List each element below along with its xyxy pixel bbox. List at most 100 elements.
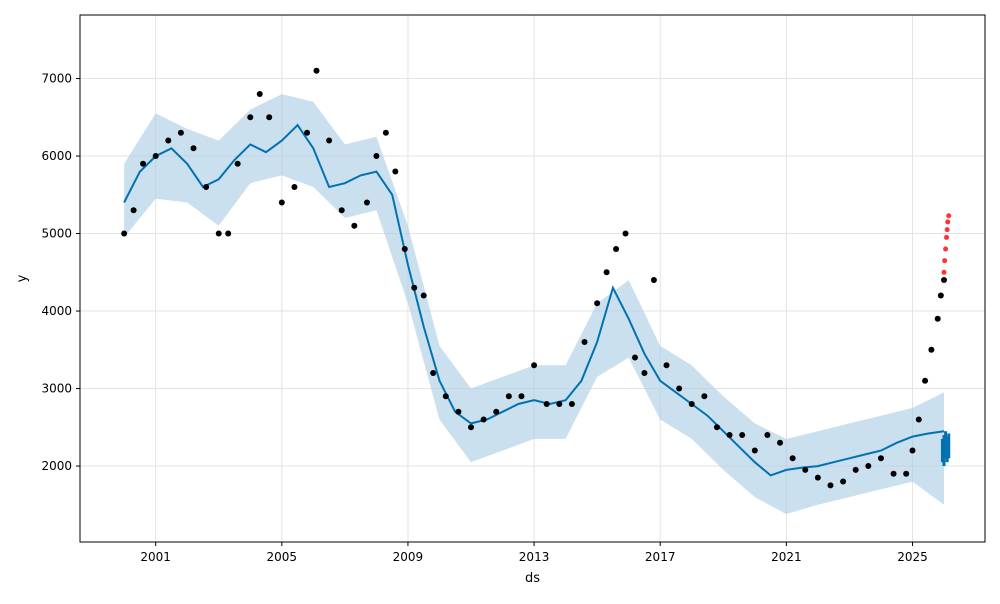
highlighted-point — [942, 258, 948, 264]
y-axis-ticks: 2000 3000 4000 5000 6000 7000 — [41, 72, 80, 473]
observed-point — [650, 277, 657, 284]
observed-point — [663, 362, 670, 369]
observed-point — [256, 91, 263, 98]
observed-point — [505, 393, 512, 400]
observed-point — [937, 292, 944, 299]
x-axis-label: ds — [525, 571, 540, 586]
x-tick-label: 2009 — [393, 550, 424, 564]
observed-point — [234, 160, 241, 167]
observed-point — [430, 370, 437, 377]
y-tick-label: 3000 — [41, 382, 72, 396]
observed-point — [909, 447, 916, 454]
observed-point — [468, 424, 475, 431]
highlighted-point — [946, 213, 952, 219]
observed-point — [190, 145, 197, 152]
observed-point — [890, 470, 897, 477]
observed-point — [934, 315, 941, 322]
observed-point — [941, 277, 948, 284]
observed-point — [401, 246, 408, 253]
highlighted-point — [941, 269, 947, 275]
highlighted-point — [943, 246, 949, 252]
observed-point — [442, 393, 449, 400]
observed-point — [622, 230, 629, 237]
observed-points-layer — [121, 67, 948, 489]
y-tick-label: 7000 — [41, 72, 72, 86]
observed-point — [676, 385, 683, 392]
uncertainty-band-layer — [124, 94, 945, 515]
observed-point — [814, 474, 821, 481]
y-tick-label: 5000 — [41, 227, 72, 241]
observed-point — [877, 455, 884, 462]
observed-point — [789, 455, 796, 462]
observed-point — [603, 269, 610, 276]
observed-point — [177, 129, 184, 136]
observed-point — [225, 230, 232, 237]
observed-point — [326, 137, 333, 144]
observed-point — [922, 377, 929, 384]
x-tick-label: 2001 — [140, 550, 171, 564]
y-tick-label: 6000 — [41, 149, 72, 163]
x-tick-label: 2025 — [897, 550, 928, 564]
observed-point — [568, 401, 575, 408]
forecast-layer — [123, 123, 951, 477]
observed-point — [420, 292, 427, 299]
observed-point — [543, 401, 550, 408]
observed-point — [121, 230, 128, 237]
observed-point — [493, 408, 500, 415]
y-tick-label: 2000 — [41, 459, 72, 473]
observed-point — [247, 114, 254, 121]
observed-point — [373, 153, 380, 160]
observed-point — [382, 129, 389, 136]
observed-point — [581, 339, 588, 346]
y-axis-label: y — [15, 274, 30, 282]
observed-point — [304, 129, 311, 136]
x-tick-label: 2013 — [519, 550, 550, 564]
observed-point — [739, 432, 746, 439]
observed-point — [130, 207, 137, 214]
highlighted-point — [944, 227, 950, 233]
highlighted-point — [945, 219, 951, 225]
observed-point — [777, 439, 784, 446]
observed-point — [726, 432, 733, 439]
observed-point — [266, 114, 273, 121]
observed-point — [827, 482, 834, 489]
observed-point — [313, 67, 320, 74]
plot-frame — [79, 14, 986, 543]
y-tick-label: 4000 — [41, 304, 72, 318]
observed-point — [363, 199, 370, 206]
observed-point — [764, 432, 771, 439]
highlighted-points-layer — [941, 213, 952, 275]
observed-point — [203, 184, 210, 191]
observed-point — [594, 300, 601, 307]
x-axis-ticks: 2001 2005 2009 2013 2017 2021 2025 — [140, 542, 928, 564]
observed-point — [613, 246, 620, 253]
highlighted-point — [944, 234, 950, 240]
observed-point — [852, 466, 859, 473]
forecast-line — [123, 123, 945, 477]
observed-point — [215, 230, 222, 237]
observed-point — [278, 199, 285, 206]
observed-point — [338, 207, 345, 214]
observed-point — [903, 470, 910, 477]
x-tick-label: 2005 — [267, 550, 298, 564]
observed-point — [165, 137, 172, 144]
x-tick-label: 2017 — [645, 550, 676, 564]
observed-point — [631, 354, 638, 361]
observed-point — [928, 346, 935, 353]
observed-point — [480, 416, 487, 423]
observed-point — [531, 362, 538, 369]
observed-point — [392, 168, 399, 175]
observed-point — [351, 222, 358, 229]
observed-point — [411, 284, 418, 291]
observed-point — [518, 393, 525, 400]
observed-point — [915, 416, 922, 423]
observed-point — [152, 153, 159, 160]
uncertainty-band — [124, 94, 945, 515]
observed-point — [713, 424, 720, 431]
observed-point — [455, 408, 462, 415]
observed-point — [140, 160, 147, 167]
observed-point — [291, 184, 298, 191]
observed-point — [865, 463, 872, 470]
